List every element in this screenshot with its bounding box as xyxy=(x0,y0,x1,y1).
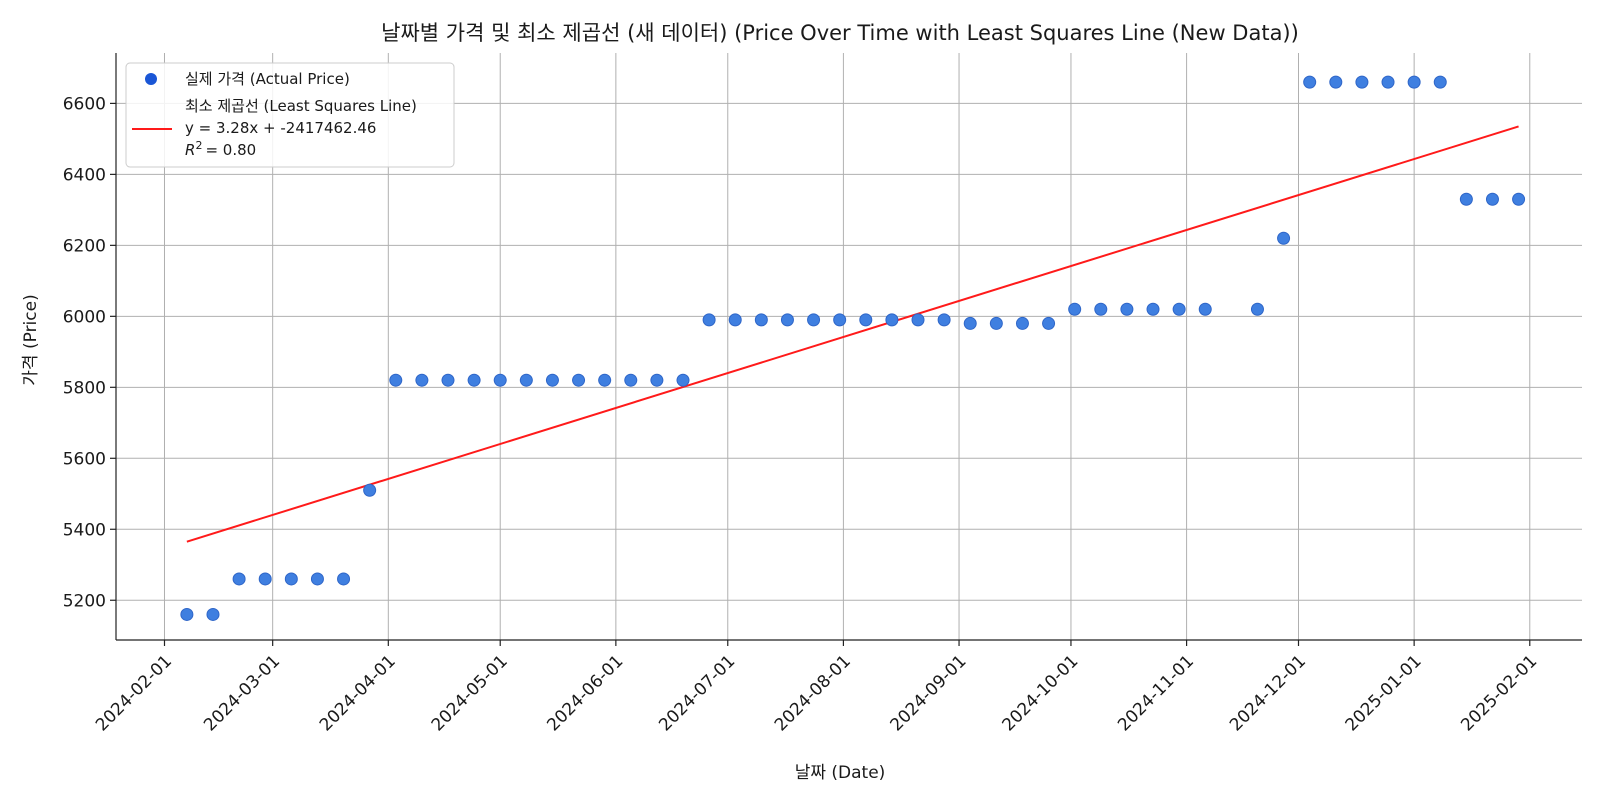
data-point xyxy=(337,572,351,586)
data-point xyxy=(1277,231,1291,245)
data-point xyxy=(284,572,298,586)
data-point xyxy=(180,607,194,621)
data-point xyxy=(1015,316,1029,330)
legend-label-actual-price: 실제 가격 (Actual Price) xyxy=(185,70,350,88)
x-tick-label: 2025-02-01 xyxy=(1457,651,1541,735)
data-point xyxy=(1381,75,1395,89)
x-axis-label: 날짜 (Date) xyxy=(795,763,886,783)
legend-marker-actual-price xyxy=(145,73,157,85)
x-tick-label: 2024-12-01 xyxy=(1226,651,1310,735)
data-point xyxy=(989,316,1003,330)
data-point xyxy=(754,313,768,327)
data-point xyxy=(206,607,220,621)
data-point xyxy=(1120,302,1134,316)
x-axis: 2024-02-01 2024-03-01 2024-04-01 2024-05-01… xyxy=(92,640,1541,735)
data-point xyxy=(1407,75,1421,89)
data-point xyxy=(598,373,612,387)
data-point xyxy=(545,373,559,387)
data-point xyxy=(1172,302,1186,316)
data-point xyxy=(650,373,664,387)
y-tick-label: 6400 xyxy=(63,165,106,185)
data-point xyxy=(1329,75,1343,89)
y-tick-label: 6000 xyxy=(63,307,106,327)
data-point xyxy=(1146,302,1160,316)
data-point xyxy=(493,373,507,387)
data-point xyxy=(1459,192,1473,206)
y-tick-label: 5200 xyxy=(63,591,106,611)
x-tick-label: 2024-09-01 xyxy=(887,651,971,735)
x-tick-label: 2025-01-01 xyxy=(1342,651,1426,735)
y-tick-label: 5600 xyxy=(63,449,106,469)
least-squares-line xyxy=(186,125,1519,543)
data-point xyxy=(911,313,925,327)
y-tick-label: 6600 xyxy=(63,94,106,114)
y-axis: 5200 5400 5600 5800 6000 6200 6400 6600 xyxy=(63,94,116,611)
x-tick-label: 2024-05-01 xyxy=(428,651,512,735)
data-point xyxy=(1303,75,1317,89)
data-point xyxy=(676,373,690,387)
data-point xyxy=(728,313,742,327)
data-point xyxy=(441,373,455,387)
legend-r-squared: R2 = 0.80 xyxy=(185,139,256,159)
data-point xyxy=(702,313,716,327)
x-tick-label: 2024-03-01 xyxy=(200,651,284,735)
points-layer xyxy=(180,75,1526,621)
data-point xyxy=(807,313,821,327)
data-point xyxy=(1433,75,1447,89)
legend: 실제 가격 (Actual Price) 최소 제곱선 (Least Squar… xyxy=(125,62,455,168)
y-axis-label: 가격 (Price) xyxy=(21,294,41,385)
y-tick-label: 5800 xyxy=(63,378,106,398)
data-point xyxy=(1250,302,1264,316)
x-tick-label: 2024-04-01 xyxy=(316,651,400,735)
data-point xyxy=(389,373,403,387)
data-point xyxy=(232,572,246,586)
data-point xyxy=(1068,302,1082,316)
x-tick-label: 2024-02-01 xyxy=(92,651,176,735)
data-point xyxy=(363,483,377,497)
y-tick-label: 6200 xyxy=(63,236,106,256)
x-tick-label: 2024-07-01 xyxy=(655,651,739,735)
axes-spines xyxy=(115,53,1582,641)
data-point xyxy=(1512,192,1526,206)
data-point xyxy=(415,373,429,387)
data-point xyxy=(780,313,794,327)
x-tick-label: 2024-10-01 xyxy=(998,651,1082,735)
data-point xyxy=(859,313,873,327)
data-point xyxy=(467,373,481,387)
chart-title: 날짜별 가격 및 최소 제곱선 (새 데이터) (Price Over Time… xyxy=(381,21,1299,45)
legend-label-least-squares: 최소 제곱선 (Least Squares Line) xyxy=(185,97,417,115)
data-point xyxy=(885,313,899,327)
data-point xyxy=(833,313,847,327)
data-point xyxy=(1094,302,1108,316)
data-point xyxy=(572,373,586,387)
fit-line-layer xyxy=(186,125,1519,543)
legend-equation: y = 3.28x + -2417462.46 xyxy=(185,119,376,137)
data-point xyxy=(1042,316,1056,330)
data-point xyxy=(1485,192,1499,206)
data-point xyxy=(1198,302,1212,316)
data-point xyxy=(624,373,638,387)
legend-box xyxy=(125,62,455,168)
data-point xyxy=(258,572,272,586)
data-point xyxy=(963,316,977,330)
data-point xyxy=(1355,75,1369,89)
data-point xyxy=(519,373,533,387)
legend-r-squared-value: = 0.80 xyxy=(205,141,256,159)
y-tick-label: 5400 xyxy=(63,520,106,540)
data-point xyxy=(310,572,324,586)
x-tick-label: 2024-06-01 xyxy=(543,651,627,735)
x-tick-label: 2024-11-01 xyxy=(1114,651,1198,735)
data-point xyxy=(937,313,951,327)
x-tick-label: 2024-08-01 xyxy=(771,651,855,735)
